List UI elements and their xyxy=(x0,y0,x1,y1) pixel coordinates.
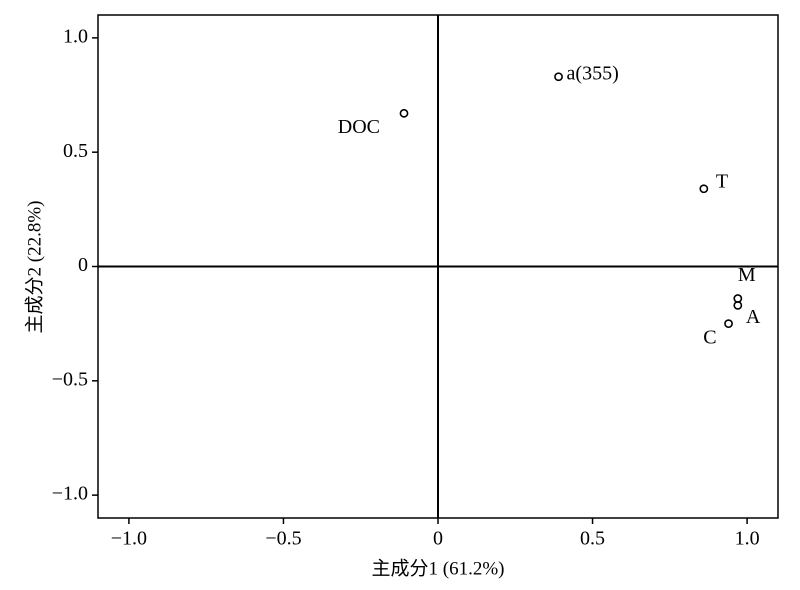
point xyxy=(733,300,743,310)
y-tick-label: −1.0 xyxy=(52,483,88,505)
y-axis-title: 主成分2 (22.8%) xyxy=(23,201,45,334)
x-tick-label: 1.0 xyxy=(735,528,760,550)
x-axis-title: 主成分1 (61.2%) xyxy=(372,557,505,579)
point xyxy=(554,72,563,82)
x-tick-label: 0 xyxy=(433,528,443,550)
point-label: DOC xyxy=(338,116,380,138)
x-tick-label: 0.5 xyxy=(580,528,605,550)
y-tick-label: 0 xyxy=(78,254,88,276)
point-label: M xyxy=(738,264,756,286)
point-label: A xyxy=(746,306,761,328)
point xyxy=(399,108,409,118)
point-label: a(355) xyxy=(567,62,619,84)
point xyxy=(699,184,709,194)
y-tick-label: 1.0 xyxy=(63,25,88,47)
y-tick-label: −0.5 xyxy=(52,368,88,390)
point-label: C xyxy=(703,326,716,348)
x-tick-label: −1.0 xyxy=(111,528,147,550)
point xyxy=(724,319,733,329)
x-tick-label: −0.5 xyxy=(265,528,301,550)
y-tick-label: 0.5 xyxy=(63,140,88,162)
point-label: T xyxy=(716,170,728,192)
